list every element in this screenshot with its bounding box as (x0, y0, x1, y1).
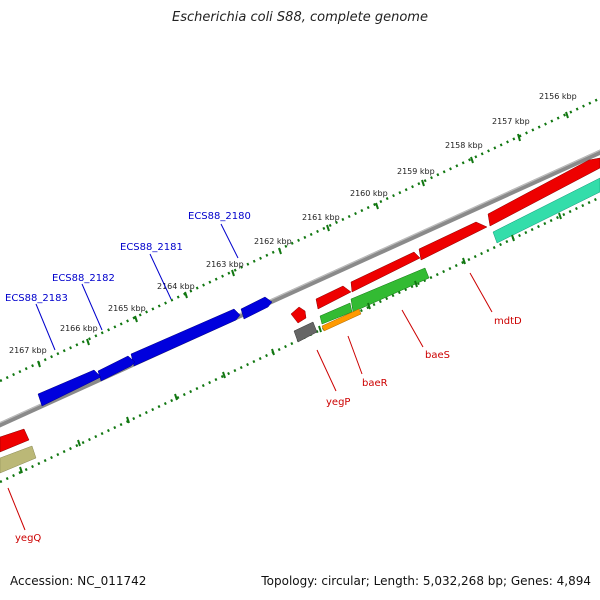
scale-label-2164: 2164 kbp (157, 282, 195, 291)
feature-teal[interactable] (492, 177, 600, 244)
gene-arrow-ecs88-2182[interactable] (97, 355, 136, 382)
gene-label-ecs88-2180[interactable]: ECS88_2180 (188, 211, 251, 222)
gene-arrow-yegq[interactable] (0, 428, 30, 453)
gene-arrow-baer[interactable] (350, 251, 421, 293)
map-title: Escherichia coli S88, complete genome (172, 10, 428, 25)
scale-label-2163: 2163 kbp (206, 260, 244, 269)
scale-label-2159: 2159 kbp (397, 167, 435, 176)
gene-label-mdtd[interactable]: mdtD (494, 316, 522, 327)
scale-label-2161: 2161 kbp (302, 213, 340, 222)
scale-ticks-outer (37, 111, 569, 368)
scale-ticks-inner (19, 212, 562, 474)
scale-label-2162: 2162 kbp (254, 237, 292, 246)
scale-label-2160: 2160 kbp (350, 189, 388, 198)
gene-arrow-ecs88-2183[interactable] (37, 369, 102, 407)
gene-arrow-small-red[interactable] (290, 306, 307, 324)
scale-label-2158: 2158 kbp (445, 141, 483, 150)
scale-label-2157: 2157 kbp (492, 117, 530, 126)
gene-label-yegp[interactable]: yegP (326, 397, 350, 408)
scale-label-2156: 2156 kbp (539, 92, 577, 101)
gene-leaders-plus (7, 272, 493, 531)
feature-green-1[interactable] (350, 267, 430, 313)
accession-text: Accession: NC_011742 (10, 574, 147, 588)
feature-gray[interactable] (293, 321, 318, 343)
gene-arrow-ecs88-2181[interactable] (130, 308, 241, 367)
gene-label-ecs88-2183[interactable]: ECS88_2183 (5, 293, 68, 304)
scale-label-2165: 2165 kbp (108, 304, 146, 313)
gene-leaders-minus (35, 223, 239, 351)
gene-label-ecs88-2182[interactable]: ECS88_2182 (52, 273, 115, 284)
gene-label-baes[interactable]: baeS (425, 350, 450, 361)
scale-label-2166: 2166 kbp (60, 324, 98, 333)
gene-label-yegq[interactable]: yegQ (15, 533, 41, 544)
scale-label-2167: 2167 kbp (9, 346, 47, 355)
genome-backbone (0, 149, 600, 428)
gene-label-baer[interactable]: baeR (362, 378, 388, 389)
feature-orange[interactable] (321, 308, 362, 332)
genome-summary-text: Topology: circular; Length: 5,032,268 bp… (261, 574, 591, 588)
gene-label-ecs88-2181[interactable]: ECS88_2181 (120, 242, 183, 253)
feature-olive[interactable] (0, 445, 37, 474)
gene-arrow-mdtd[interactable] (487, 157, 600, 227)
gene-arrow-ecs88-2180[interactable] (240, 296, 273, 320)
gene-arrow-yegp[interactable] (315, 285, 352, 310)
gene-arrow-bases[interactable] (418, 221, 488, 261)
